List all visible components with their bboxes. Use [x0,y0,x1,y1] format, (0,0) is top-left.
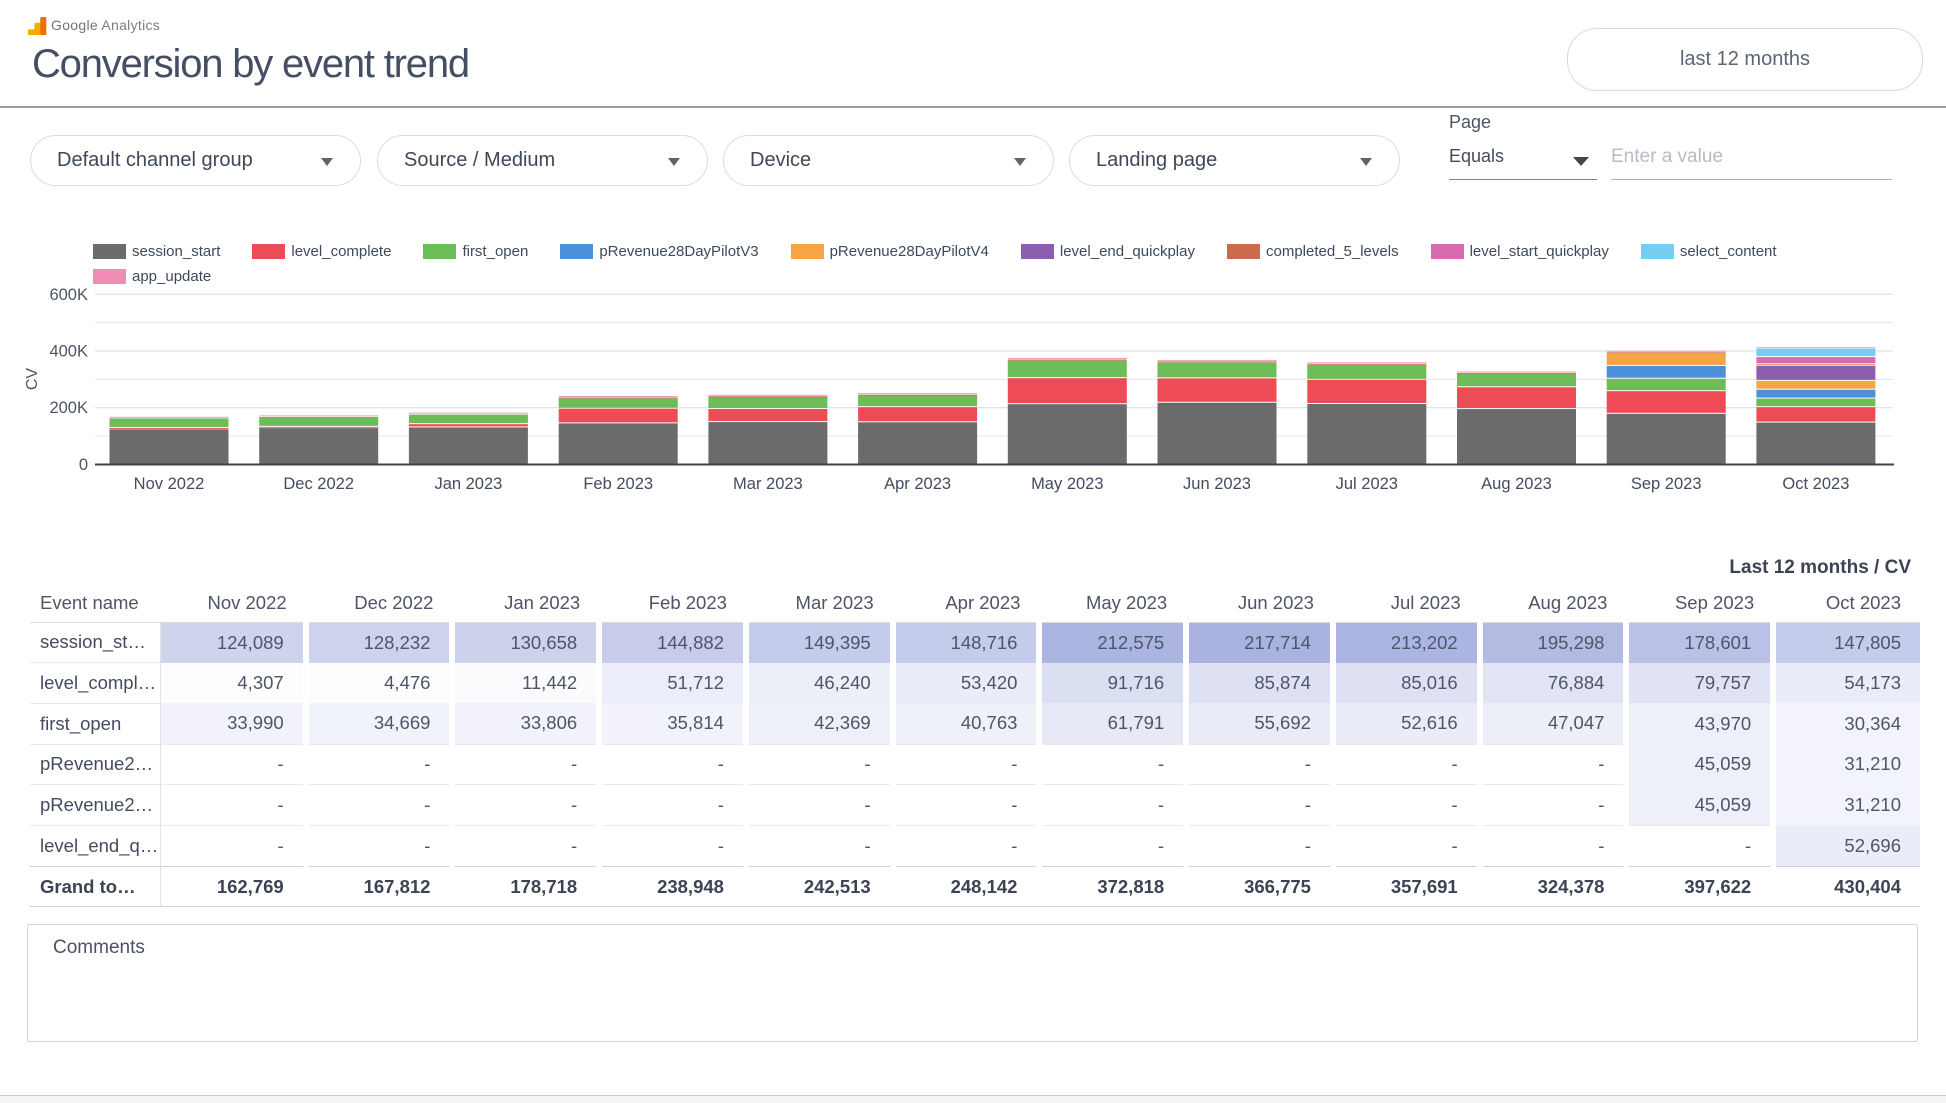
svg-text:Sep 2023: Sep 2023 [1631,475,1702,493]
svg-text:Nov 2022: Nov 2022 [134,475,205,493]
svg-text:Aug 2023: Aug 2023 [1481,475,1552,493]
svg-text:May 2023: May 2023 [1031,475,1103,493]
svg-text:Mar 2023: Mar 2023 [733,475,803,493]
svg-text:Dec 2022: Dec 2022 [283,475,354,493]
svg-text:Jan 2023: Jan 2023 [434,475,502,493]
svg-text:Feb 2023: Feb 2023 [583,475,653,493]
svg-text:0: 0 [79,456,88,474]
svg-text:Apr 2023: Apr 2023 [884,475,951,493]
svg-text:400K: 400K [49,343,88,361]
svg-text:200K: 200K [49,399,88,417]
svg-text:600K: 600K [49,286,88,304]
svg-text:Jul 2023: Jul 2023 [1336,475,1398,493]
svg-text:Oct 2023: Oct 2023 [1782,475,1849,493]
svg-text:CV: CV [24,368,41,391]
svg-text:Jun 2023: Jun 2023 [1183,475,1251,493]
